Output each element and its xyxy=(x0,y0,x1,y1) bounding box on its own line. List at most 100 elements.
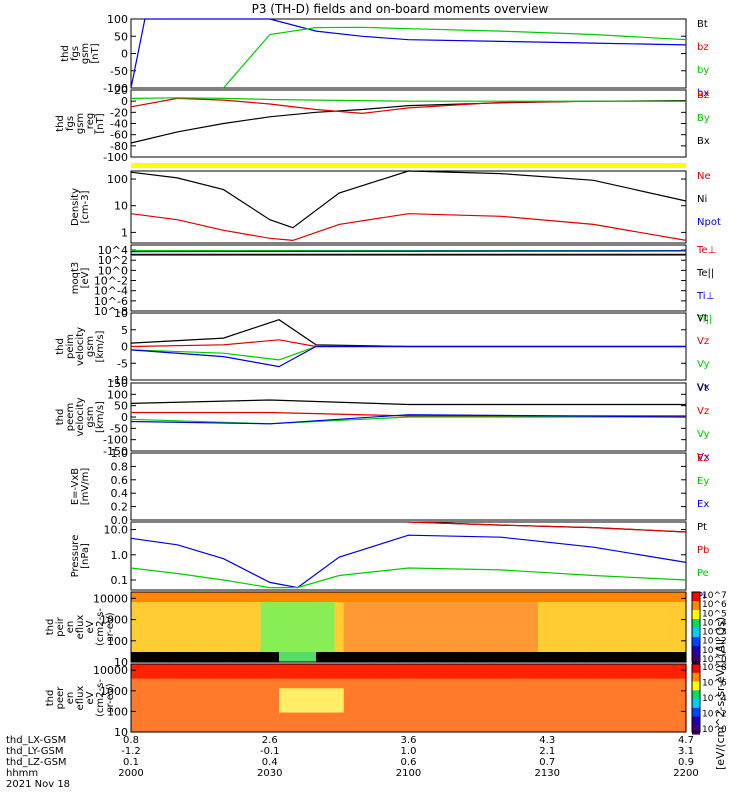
y-axis-label: gsm xyxy=(75,113,86,134)
heatmap-cell xyxy=(353,657,363,663)
heatmap-cell xyxy=(390,698,400,704)
y-axis-label: Density xyxy=(70,188,81,226)
heatmap-cell xyxy=(473,597,484,603)
heatmap-cell xyxy=(186,702,197,709)
heatmap-cell xyxy=(251,712,262,719)
heatmap-cell xyxy=(417,657,428,663)
heatmap-cell xyxy=(649,642,659,648)
heatmap-cell xyxy=(408,607,419,613)
heatmap-cell xyxy=(630,673,641,680)
heatmap-cell xyxy=(362,702,373,709)
heatmap-cell xyxy=(676,698,687,704)
heatmap-cell xyxy=(232,622,243,628)
heatmap-cell xyxy=(556,652,567,658)
y-tick-label: -50 xyxy=(110,422,128,435)
heatmap-cell xyxy=(491,627,502,633)
heatmap-cell xyxy=(140,637,151,643)
heatmap-cell xyxy=(408,597,419,603)
heatmap-cell xyxy=(186,712,197,719)
heatmap-cell xyxy=(131,712,141,719)
heatmap-cell xyxy=(177,637,188,643)
heatmap-cell xyxy=(186,627,197,633)
heatmap-cell xyxy=(436,602,447,608)
heatmap-cell xyxy=(306,647,317,653)
heatmap-cell xyxy=(399,612,410,618)
heatmap-cell xyxy=(519,622,530,628)
heatmap-cell xyxy=(325,647,336,653)
heatmap-cell xyxy=(186,727,197,733)
series-Bx xyxy=(130,100,687,144)
heatmap-cell xyxy=(519,607,530,613)
heatmap-cell xyxy=(223,693,234,699)
heatmap-cell xyxy=(538,632,548,638)
heatmap-cell xyxy=(186,698,197,704)
heatmap-cell xyxy=(131,592,141,598)
heatmap-cell xyxy=(639,698,650,704)
heatmap-cell xyxy=(223,717,234,723)
heatmap-cell xyxy=(186,642,197,648)
heatmap-cell xyxy=(288,717,299,723)
heatmap-cell xyxy=(519,678,530,685)
heatmap-cell xyxy=(168,664,178,670)
y-tick-label: 10 xyxy=(114,726,128,739)
heatmap-cell xyxy=(612,597,622,603)
heatmap-cell xyxy=(205,637,215,643)
heatmap-cell xyxy=(260,657,271,663)
heatmap-cell xyxy=(408,642,419,648)
legend-entry: Pt xyxy=(697,522,707,533)
heatmap-cell xyxy=(602,664,613,670)
footer-value: 3.6 xyxy=(401,735,417,746)
heatmap-cell xyxy=(316,717,326,723)
heatmap-cell xyxy=(473,647,484,653)
heatmap-cell xyxy=(158,632,169,638)
heatmap-cell xyxy=(353,727,363,733)
heatmap-cell xyxy=(242,722,252,728)
heatmap-cell xyxy=(473,683,484,689)
heatmap-cell xyxy=(149,717,160,723)
heatmap-cell xyxy=(251,622,262,628)
heatmap-cell xyxy=(325,592,336,598)
heatmap-cell xyxy=(649,622,659,628)
heatmap-cell xyxy=(676,657,687,663)
heatmap-cell xyxy=(473,712,484,719)
heatmap-cell xyxy=(223,727,234,733)
heatmap-cell xyxy=(343,717,354,723)
heatmap-cell xyxy=(232,673,243,680)
heatmap-cell xyxy=(519,683,530,689)
heatmap-cell xyxy=(408,652,419,658)
colorbar-cell xyxy=(692,692,700,696)
heatmap-cell xyxy=(158,657,169,663)
heatmap-cell xyxy=(630,693,641,699)
heatmap-cell xyxy=(362,647,373,653)
heatmap-cell xyxy=(630,592,641,598)
heatmap-cell xyxy=(630,612,641,618)
heatmap-cell xyxy=(427,657,437,663)
colorbar-cell xyxy=(692,610,700,613)
heatmap-cell xyxy=(482,673,493,680)
heatmap-cell xyxy=(593,717,604,723)
heatmap-cell xyxy=(353,617,363,623)
heatmap-cell xyxy=(621,727,632,733)
y-tick-label: -100 xyxy=(103,434,128,447)
heatmap-cell xyxy=(251,688,262,694)
heatmap-cell xyxy=(630,664,641,670)
heatmap-cell xyxy=(510,693,521,699)
heatmap-cell xyxy=(343,617,354,623)
heatmap-cell xyxy=(168,712,178,719)
heatmap-cell xyxy=(427,627,437,633)
heatmap-cell xyxy=(334,678,345,685)
heatmap-cell xyxy=(602,622,613,628)
heatmap-cell xyxy=(491,722,502,728)
heatmap-cell xyxy=(316,688,326,694)
y-tick-label: 10^-8 xyxy=(94,305,128,318)
heatmap-cell xyxy=(380,693,391,699)
heatmap-cell xyxy=(621,597,632,603)
heatmap-cell xyxy=(214,707,225,714)
heatmap-cell xyxy=(380,622,391,628)
heatmap-cell xyxy=(491,622,502,628)
heatmap-cell xyxy=(195,727,206,733)
heatmap-cell xyxy=(464,657,474,663)
heatmap-cell xyxy=(251,592,262,598)
heatmap-cell xyxy=(362,688,373,694)
